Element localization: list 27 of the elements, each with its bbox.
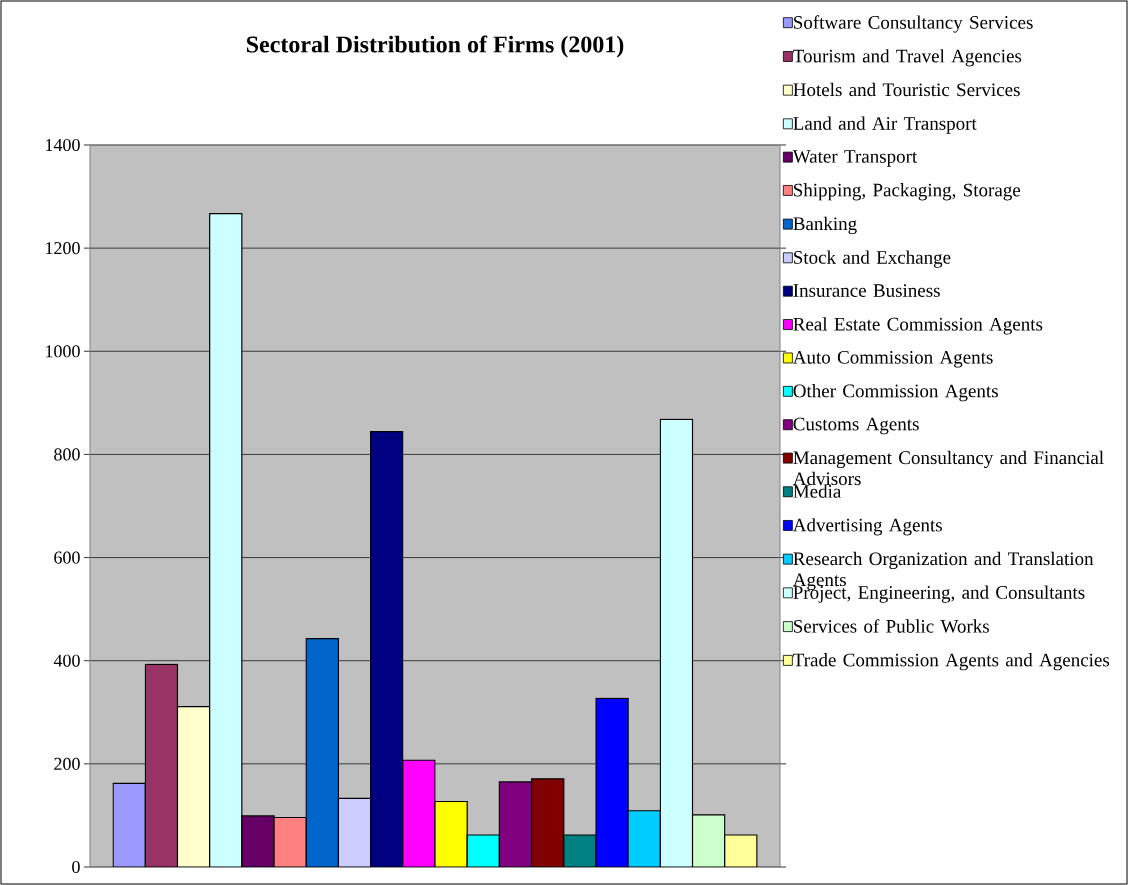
legend-label: Stock and Exchange (794, 250, 951, 268)
legend-label: Software Consultancy Services (794, 15, 1033, 33)
y-tick-label: 0 (72, 860, 80, 874)
y-tick-label: 1200 (46, 242, 80, 255)
y-tick-label: 600 (54, 551, 80, 564)
legend-label: Services of Public Works (794, 619, 989, 633)
legend-label: Water Transport (792, 150, 918, 167)
legend-label: Other Commission Agents (793, 384, 998, 402)
legend-label: Auto Commission Agents (792, 350, 993, 368)
y-tick-label: 200 (54, 757, 80, 770)
legend-label: Tourism and Travel Agencies (793, 49, 1022, 67)
y-tick-label: 1000 (46, 345, 80, 358)
legend-label: Real Estate Commission Agents (793, 317, 1043, 335)
legend-label: Customs Agents (793, 417, 919, 435)
legend-label: Banking (793, 216, 857, 235)
chart-title: Sectoral Distribution of Firms (2001) (246, 35, 624, 58)
legend-label: Land and Air Transport (793, 116, 977, 134)
legend-label: Hotels and Touristic Services (793, 82, 1020, 97)
y-tick-label: 400 (53, 654, 80, 667)
y-tick-label: 1400 (46, 138, 80, 152)
legend-label: Advertising Agents (792, 518, 942, 536)
y-tick-label: 800 (54, 448, 80, 461)
legend-label: Management Consultancy and Financial Advisors (792, 450, 1104, 486)
legend-label: Trade Commission Agents and Agencies (793, 653, 1110, 671)
legend-label: Insurance Business (793, 284, 940, 297)
legend-label: Shipping, Packaging, Storage (794, 183, 1021, 201)
legend-label: Media (793, 484, 842, 498)
